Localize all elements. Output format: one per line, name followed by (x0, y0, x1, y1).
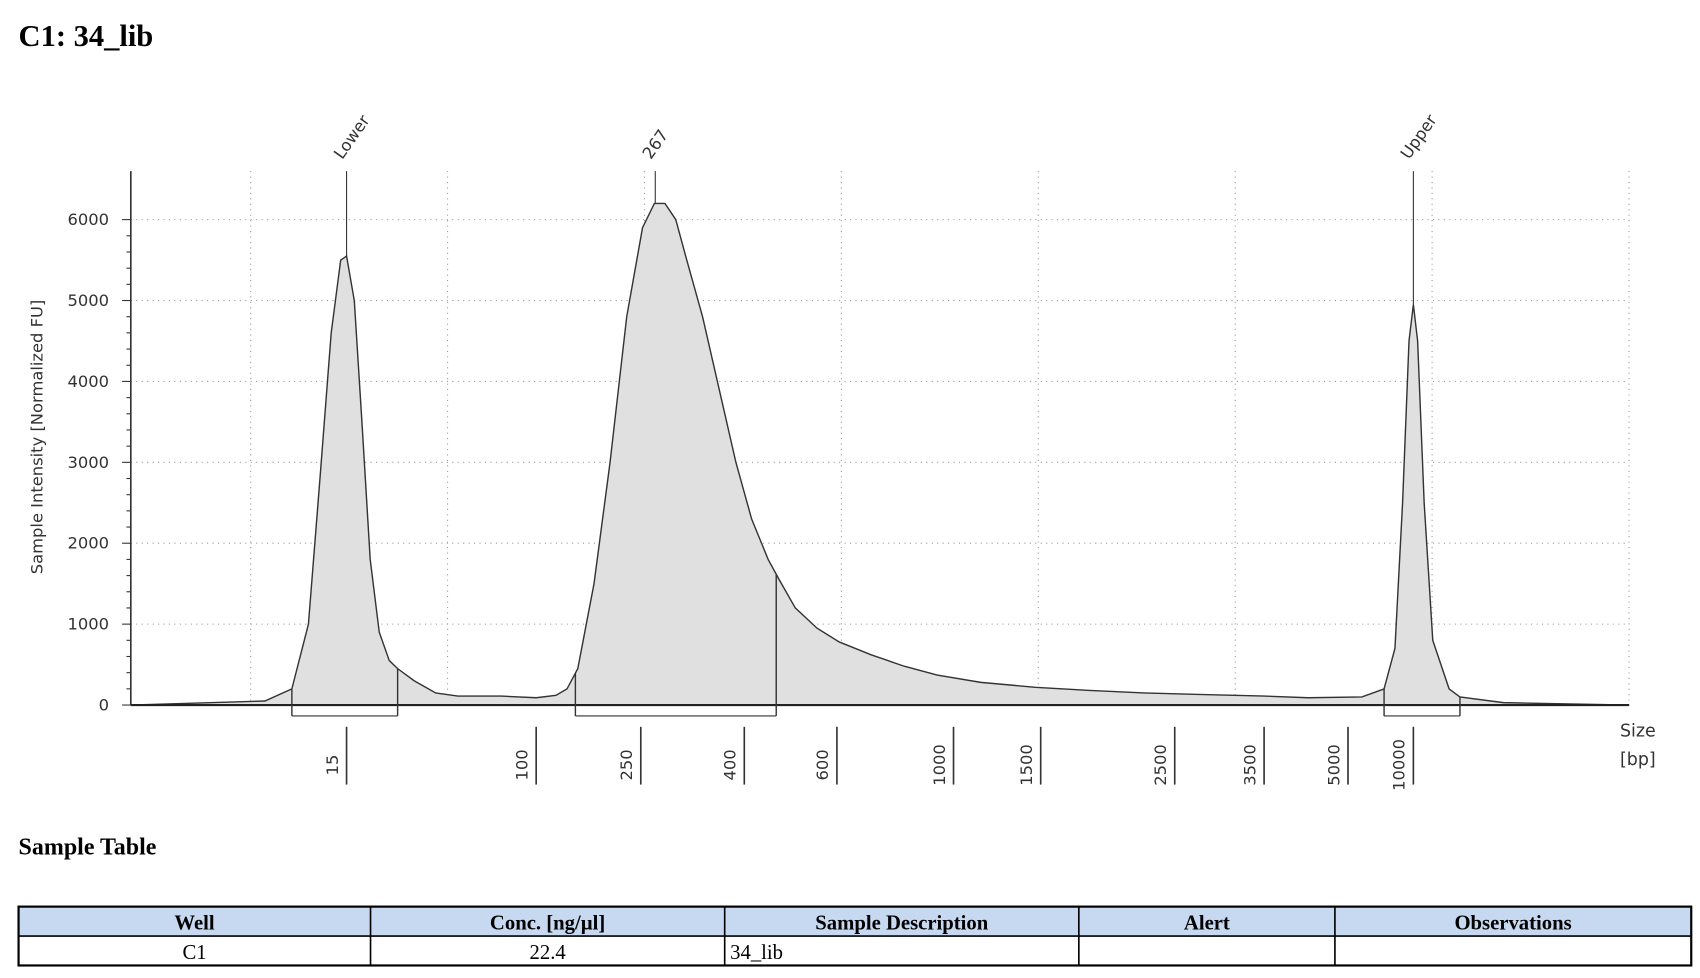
table-cell: C1 (182, 942, 206, 964)
x-axis-label: Size (1620, 722, 1656, 742)
y-tick-label: 0 (99, 695, 109, 714)
report-title: C1: 34_lib (19, 19, 154, 53)
chart: 0 1000 2000 3000 4000 5000 6000 15 100 250 400 600 1… (28, 111, 1656, 791)
y-tick-label: 4000 (67, 372, 109, 391)
column-header: Conc. [ng/µl] (490, 913, 605, 935)
y-tick-label: 2000 (67, 534, 109, 553)
x-tick-label: 2500 (1151, 744, 1170, 786)
table-title: Sample Table (19, 834, 157, 860)
table: Well Conc. [ng/µl] Sample Description Alert… (17, 905, 1693, 967)
table-cell: 34_lib (730, 942, 783, 964)
x-tick-label: 250 (617, 749, 636, 780)
column-header: Sample Description (815, 913, 988, 935)
x-tick-label: 600 (813, 749, 832, 780)
y-tick-label: 5000 (67, 291, 109, 310)
peak-label: Upper (1397, 111, 1441, 163)
table-cell: 22.4 (530, 942, 567, 964)
x-tick-label: 1000 (930, 744, 949, 786)
x-tick-label: 15 (323, 755, 342, 776)
trace (130, 202, 1630, 706)
y-tick-label: 1000 (67, 615, 109, 634)
column-header: Well (174, 913, 214, 935)
y-tick-label: 3000 (67, 453, 109, 472)
y-axis-label: Sample Intensity [Normalized FU] (28, 300, 47, 575)
column-header: Observations (1454, 913, 1571, 935)
x-tick-label: 3500 (1240, 744, 1259, 786)
peak-label: Lower (330, 111, 374, 162)
y-tick-label: 6000 (67, 210, 109, 229)
x-tick-label: 400 (721, 749, 740, 780)
x-axis-label: [bp] (1620, 750, 1656, 770)
x-tick-label: 100 (512, 749, 531, 780)
x-tick-label: 5000 (1324, 744, 1343, 786)
header-row-bg (18, 906, 1692, 937)
column-header: Alert (1184, 913, 1230, 935)
peak-label: 267 (639, 126, 672, 162)
x-tick-label: 1500 (1017, 744, 1036, 786)
x-tick-label: 10000 (1390, 739, 1409, 791)
